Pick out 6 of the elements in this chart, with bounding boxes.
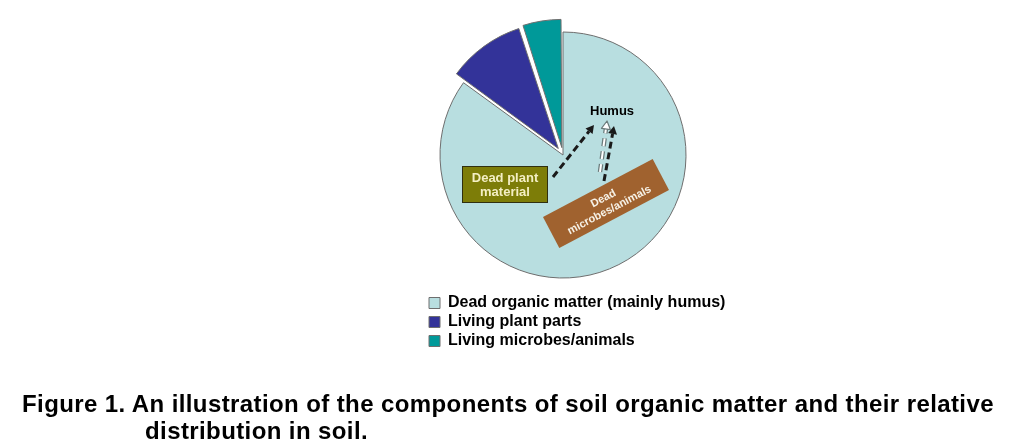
legend-label: Living microbes/animals (448, 331, 635, 349)
text: Humus (590, 103, 635, 118)
text: Dead plant material (462, 166, 548, 203)
caption: Figure 1. An illustration of the components of soil organic matter and their relative distribution in soil. (22, 390, 995, 444)
legend-label: Dead organic matter (mainly humus) (448, 293, 726, 311)
legend-label: Living plant parts (448, 312, 582, 330)
